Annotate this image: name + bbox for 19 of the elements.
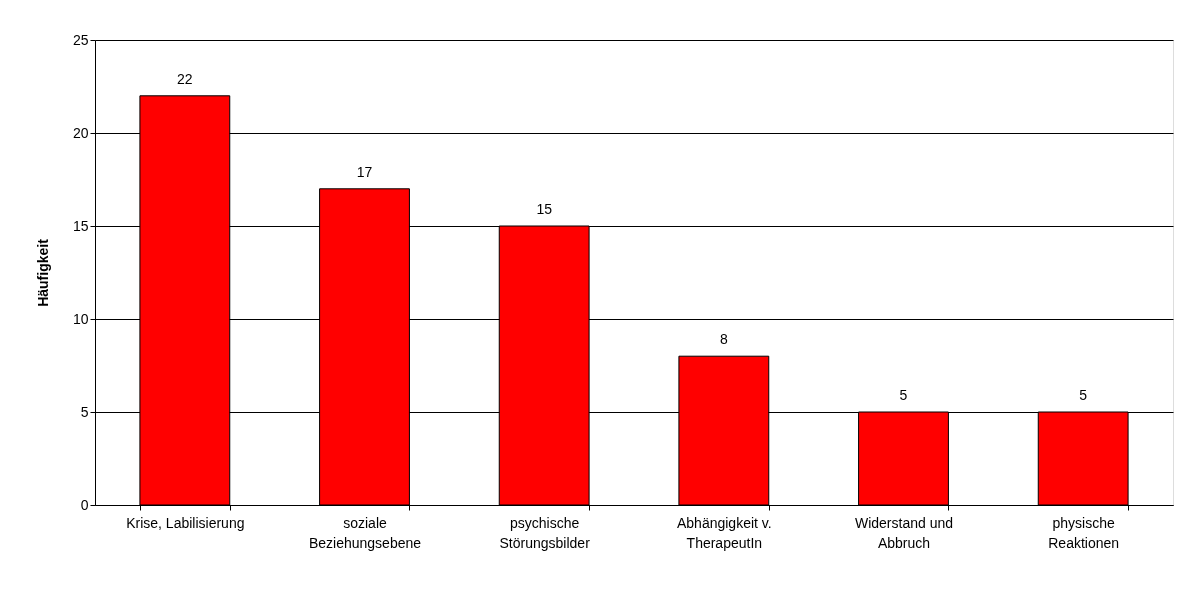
data-label: 15 [536, 201, 553, 217]
data-label: 17 [356, 163, 373, 180]
x-tick-label: Widerstand und Abbruch [854, 514, 954, 551]
y-tick-label: 15 [72, 217, 89, 234]
data-label: 22 [177, 70, 193, 87]
x-tick-label: physische Reaktionen [1048, 514, 1120, 551]
x-tick-label: Abhängigkeit v. TherapeutIn [676, 514, 772, 551]
x-tick-label: soziale Beziehungsebene [308, 514, 422, 551]
y-tick-label: 20 [72, 124, 89, 141]
x-tick-label: Krise, Labilisierung [126, 514, 245, 531]
data-label: 5 [1079, 387, 1088, 403]
y-tick-label: 0 [80, 496, 89, 513]
data-label: 8 [719, 331, 728, 348]
y-tick-label: 10 [72, 310, 89, 327]
data-label: 5 [899, 387, 908, 403]
x-tick-label: psychische Störungsbilder [499, 514, 591, 551]
y-axis-title: Häufigkeit [34, 238, 51, 307]
y-tick-label: 5 [80, 403, 89, 420]
y-tick-label: 25 [72, 31, 89, 48]
